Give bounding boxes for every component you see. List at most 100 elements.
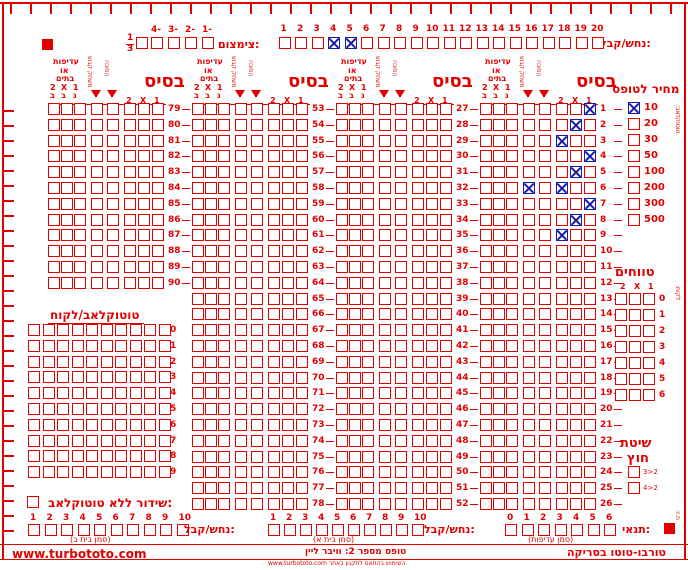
bottom-mid-box[interactable] bbox=[396, 524, 408, 536]
pick-box[interactable] bbox=[584, 292, 596, 305]
pref-box-2[interactable] bbox=[192, 150, 204, 163]
totoclub-box[interactable] bbox=[144, 418, 156, 431]
pick-box[interactable] bbox=[296, 340, 308, 352]
fixed-box[interactable] bbox=[235, 355, 247, 368]
totoclub-box[interactable] bbox=[28, 418, 40, 431]
reverse-box[interactable] bbox=[539, 182, 551, 194]
fixed-box[interactable] bbox=[91, 150, 103, 163]
pref-box-2[interactable] bbox=[192, 213, 204, 226]
totoclub-box[interactable] bbox=[57, 418, 69, 431]
pref-box-1[interactable] bbox=[506, 371, 518, 384]
pref-box-2[interactable] bbox=[48, 103, 60, 115]
reverse-box[interactable] bbox=[539, 482, 551, 495]
pref-box-2[interactable] bbox=[480, 403, 492, 416]
pref-box-x[interactable] bbox=[493, 213, 505, 226]
pick-box[interactable] bbox=[296, 308, 308, 321]
totoclub-box[interactable] bbox=[100, 434, 113, 447]
pick-box[interactable] bbox=[268, 134, 280, 147]
pick-box[interactable] bbox=[440, 197, 452, 210]
pick-box[interactable] bbox=[426, 261, 438, 273]
pick-box[interactable] bbox=[268, 308, 280, 321]
pick-box[interactable] bbox=[440, 387, 452, 400]
pick-box[interactable] bbox=[426, 182, 438, 194]
pref-box-x[interactable] bbox=[349, 182, 361, 194]
top-number-box[interactable] bbox=[592, 37, 604, 49]
pref-box-x[interactable] bbox=[205, 355, 217, 368]
pref-box-x[interactable] bbox=[205, 466, 217, 479]
bottom-left-box[interactable] bbox=[127, 524, 139, 536]
fixed-box[interactable] bbox=[91, 261, 103, 273]
pref-box-2[interactable] bbox=[480, 340, 492, 352]
pick-box[interactable] bbox=[152, 213, 164, 226]
pref-box-x[interactable] bbox=[349, 419, 361, 431]
reverse-box[interactable] bbox=[251, 466, 263, 479]
pref-box-x[interactable] bbox=[349, 103, 361, 115]
reverse-box[interactable] bbox=[395, 182, 407, 194]
pref-box-1[interactable] bbox=[362, 466, 374, 479]
pref-box-x[interactable] bbox=[349, 308, 361, 321]
pick-box[interactable] bbox=[124, 197, 136, 210]
reverse-box[interactable] bbox=[539, 308, 551, 321]
pick-box[interactable] bbox=[570, 276, 582, 289]
pref-box-1[interactable] bbox=[74, 134, 86, 147]
totoclub-box[interactable] bbox=[144, 450, 156, 463]
totoclub-box[interactable] bbox=[158, 387, 171, 400]
pref-box-x[interactable] bbox=[61, 150, 73, 163]
pick-box[interactable] bbox=[570, 182, 582, 194]
pref-box-2[interactable] bbox=[336, 134, 348, 147]
fixed-box[interactable] bbox=[235, 403, 247, 416]
pref-box-x[interactable] bbox=[205, 197, 217, 210]
pick-box[interactable] bbox=[412, 292, 424, 305]
fixed-box[interactable] bbox=[523, 308, 535, 321]
reverse-box[interactable] bbox=[251, 292, 263, 305]
pick-box[interactable] bbox=[556, 340, 568, 352]
pick-box[interactable] bbox=[152, 245, 164, 258]
reverse-box[interactable] bbox=[107, 261, 119, 273]
pref-box-1[interactable] bbox=[362, 324, 374, 337]
fixed-box[interactable] bbox=[523, 292, 535, 305]
pick-box[interactable] bbox=[152, 197, 164, 210]
reverse-box[interactable] bbox=[395, 197, 407, 210]
pref-box-1[interactable] bbox=[506, 245, 518, 258]
pick-box[interactable] bbox=[124, 182, 136, 194]
reverse-box[interactable] bbox=[251, 403, 263, 416]
pick-box[interactable] bbox=[152, 118, 164, 131]
bottom-mid-box[interactable] bbox=[412, 524, 424, 536]
reverse-box[interactable] bbox=[107, 166, 119, 179]
price-box[interactable] bbox=[628, 134, 640, 146]
top-number-box[interactable] bbox=[509, 37, 522, 49]
pref-box-2[interactable] bbox=[336, 261, 348, 273]
fixed-box[interactable] bbox=[523, 387, 535, 400]
totoclub-box[interactable] bbox=[42, 450, 55, 463]
pref-box-x[interactable] bbox=[61, 118, 73, 131]
fixed-box[interactable] bbox=[235, 197, 247, 210]
pref-box-x[interactable] bbox=[349, 324, 361, 337]
pick-box[interactable] bbox=[124, 261, 136, 273]
totoclub-box[interactable] bbox=[42, 339, 55, 352]
pick-box[interactable] bbox=[138, 166, 150, 179]
tvach-box-2[interactable] bbox=[615, 357, 627, 369]
pick-box[interactable] bbox=[570, 292, 582, 305]
reverse-box[interactable] bbox=[251, 150, 263, 163]
pick-box[interactable] bbox=[440, 419, 452, 431]
pick-box[interactable] bbox=[426, 166, 438, 179]
pref-box-x[interactable] bbox=[493, 419, 505, 431]
pick-box[interactable] bbox=[584, 134, 596, 147]
pick-box[interactable] bbox=[426, 308, 438, 321]
reverse-box[interactable] bbox=[251, 498, 263, 510]
fraction-box[interactable] bbox=[136, 37, 148, 49]
reverse-box[interactable] bbox=[395, 166, 407, 179]
pick-box[interactable] bbox=[440, 245, 452, 258]
pick-box[interactable] bbox=[556, 324, 568, 337]
pick-box[interactable] bbox=[152, 134, 164, 147]
pref-box-x[interactable] bbox=[349, 450, 361, 463]
pref-box-2[interactable] bbox=[336, 213, 348, 226]
pick-box[interactable] bbox=[556, 355, 568, 368]
pick-box[interactable] bbox=[268, 371, 280, 384]
totoclub-box[interactable] bbox=[57, 403, 69, 415]
totoclub-box[interactable] bbox=[100, 339, 113, 352]
totoclub-box[interactable] bbox=[42, 466, 55, 479]
pref-box-1[interactable] bbox=[218, 166, 230, 179]
pick-box[interactable] bbox=[556, 103, 568, 115]
pref-box-x[interactable] bbox=[205, 434, 217, 447]
